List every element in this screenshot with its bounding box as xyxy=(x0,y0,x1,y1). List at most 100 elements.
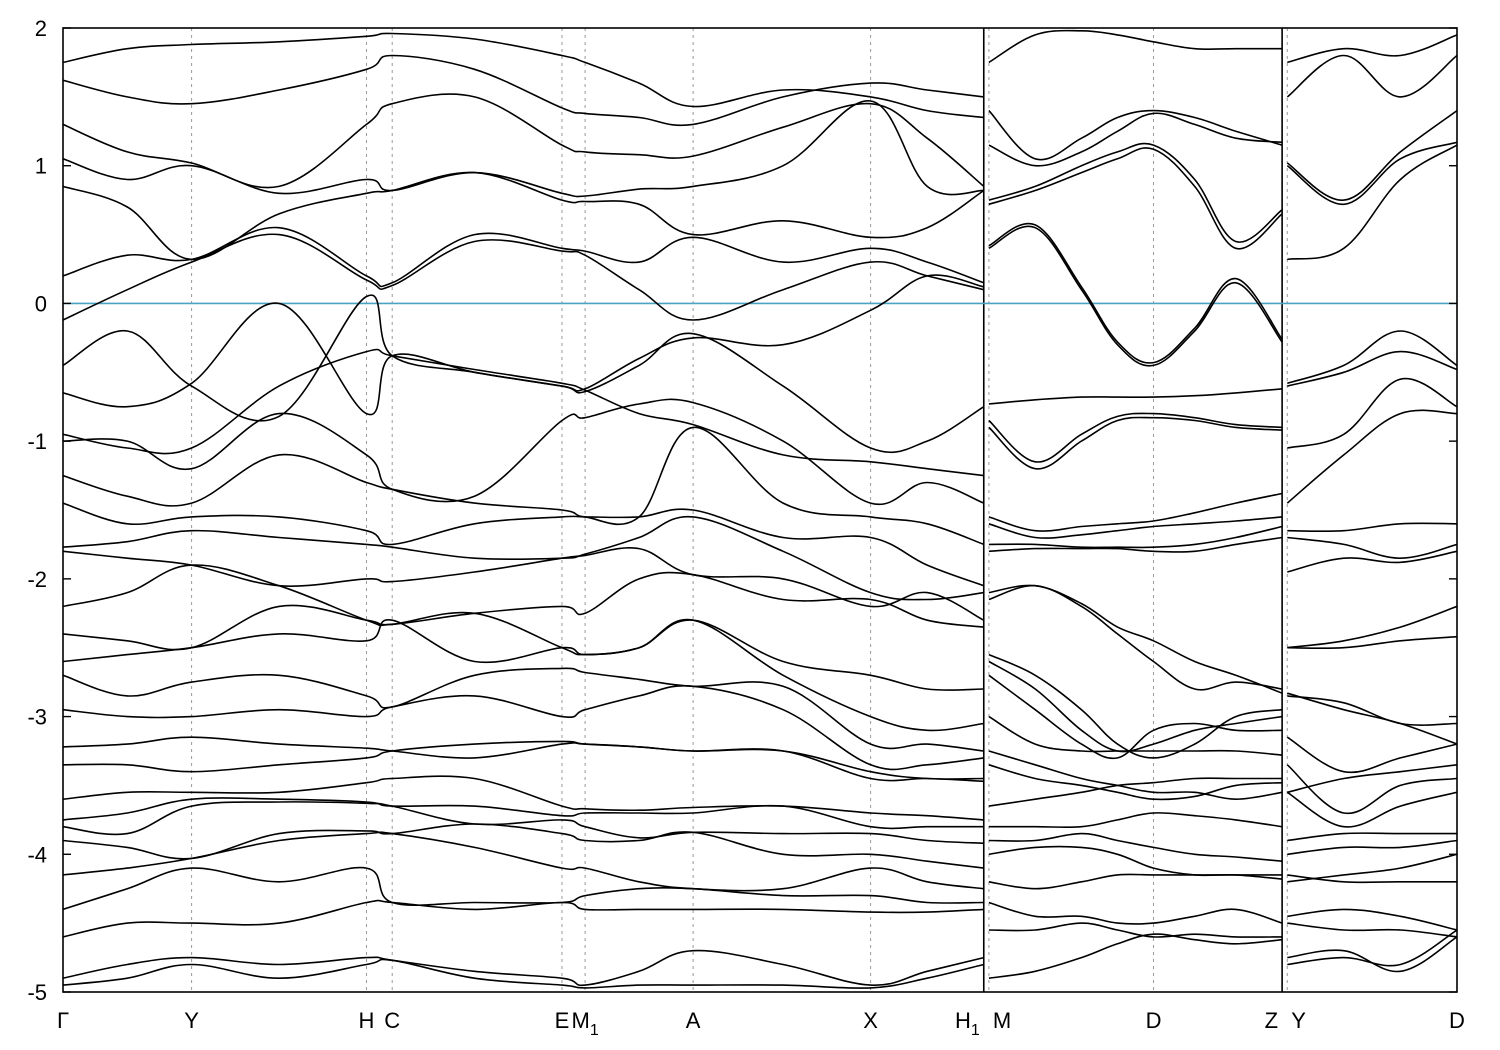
band-line-s1-b20 xyxy=(988,750,1283,801)
band-line-s2-b1 xyxy=(1286,54,1457,98)
x-tick-label: Z xyxy=(1265,1008,1278,1033)
band-line-s2-b11 xyxy=(1287,550,1457,573)
band-line-s0-b29 xyxy=(63,949,984,987)
band-line-s2-b21 xyxy=(1287,839,1457,856)
band-line-s0-b9 xyxy=(63,348,984,477)
y-tick-label: -1 xyxy=(27,429,47,454)
band-line-s1-b28 xyxy=(988,922,1283,938)
x-tick-label: D xyxy=(1449,1008,1465,1033)
band-line-s0-b5 xyxy=(63,226,985,288)
band-line-s1-b17 xyxy=(988,660,1283,753)
band-line-s0-b3 xyxy=(63,100,984,198)
band-line-s1-b12 xyxy=(988,525,1283,549)
band-line-s0-b0 xyxy=(63,32,984,119)
y-tick-label: -3 xyxy=(27,705,47,730)
y-tick-label: 2 xyxy=(35,16,47,41)
band-line-s1-b29 xyxy=(988,933,1283,979)
band-line-s1-b4 xyxy=(988,147,1283,250)
band-line-s0-b15 xyxy=(63,564,984,628)
band-line-s0-b24 xyxy=(63,801,984,845)
band-line-s2-b26 xyxy=(1287,936,1457,973)
x-tick-label: Y xyxy=(184,1008,199,1033)
band-line-s0-b12 xyxy=(63,502,985,587)
x-tick-label: X xyxy=(863,1008,878,1033)
band-line-s2-b17 xyxy=(1286,764,1457,815)
band-line-s0-b20 xyxy=(63,736,984,780)
band-line-s0-b2 xyxy=(63,93,985,189)
band-line-s2-b10 xyxy=(1287,536,1457,560)
y-tick-label: 0 xyxy=(35,291,47,316)
band-line-s1-b9 xyxy=(988,416,1283,470)
band-line-s1-b2 xyxy=(988,112,1283,167)
band-line-s0-b18 xyxy=(63,667,984,752)
x-tick-label: Y xyxy=(1291,1008,1306,1033)
band-line-s2-b7 xyxy=(1287,377,1457,449)
band-line-s0-b17 xyxy=(63,618,984,732)
band-line-s1-b6 xyxy=(988,222,1283,364)
band-line-s0-b13 xyxy=(63,515,984,601)
band-line-s2-b20 xyxy=(1287,832,1457,842)
band-line-s2-b4 xyxy=(1287,144,1457,261)
band-line-s0-b22 xyxy=(63,775,984,821)
band-line-s2-b27 xyxy=(1287,929,1457,967)
band-line-s1-b23 xyxy=(988,812,1283,829)
band-line-s0-b25 xyxy=(63,823,984,869)
band-line-s0-b19 xyxy=(63,685,984,771)
band-line-s1-b19 xyxy=(988,715,1283,756)
band-line-s0-b16 xyxy=(63,604,984,691)
band-line-s2-b15 xyxy=(1287,695,1457,726)
band-line-s2-b16 xyxy=(1286,736,1457,774)
y-tick-label: -5 xyxy=(27,980,47,1005)
y-tick-label: 1 xyxy=(35,154,47,179)
band-line-s1-b7 xyxy=(988,388,1283,405)
band-line-s1-b24 xyxy=(988,832,1283,862)
plot-frame xyxy=(62,27,1458,993)
band-line-s1-b8 xyxy=(988,412,1283,463)
y-tick-label: -2 xyxy=(27,567,47,592)
band-line-s2-b3 xyxy=(1286,141,1457,206)
band-line-s1-b21 xyxy=(988,764,1283,801)
band-line-s0-b4 xyxy=(63,171,985,261)
band-line-s2-b12 xyxy=(1287,605,1457,649)
band-line-s1-b11 xyxy=(988,516,1283,539)
band-line-s1-b10 xyxy=(988,492,1283,532)
band-line-s2-b23 xyxy=(1287,853,1457,883)
band-line-s2-b14 xyxy=(1287,692,1457,745)
band-line-s1-b3 xyxy=(988,142,1283,243)
band-line-s0-b30 xyxy=(63,958,984,989)
x-tick-label: C xyxy=(384,1008,400,1033)
band-line-s2-b24 xyxy=(1287,908,1457,931)
x-tick-label: M1 xyxy=(571,1008,598,1039)
band-line-s1-b26 xyxy=(988,873,1283,890)
band-line-s2-b25 xyxy=(1287,922,1457,938)
band-line-s0-b28 xyxy=(63,899,984,938)
x-tick-label: D xyxy=(1146,1008,1162,1033)
band-line-s2-b9 xyxy=(1287,522,1457,533)
band-line-s1-b27 xyxy=(988,901,1283,925)
band-line-s1-b15 xyxy=(988,584,1283,694)
band-line-s0-b27 xyxy=(63,866,984,911)
band-line-s1-b1 xyxy=(988,109,1283,161)
band-line-s0-b7 xyxy=(63,274,984,422)
band-line-s1-b5 xyxy=(988,225,1283,367)
band-line-s2-b5 xyxy=(1287,330,1457,385)
y-tick-label: -4 xyxy=(27,842,47,867)
x-tick-label: H1 xyxy=(955,1008,980,1039)
band-line-s1-b13 xyxy=(988,536,1283,553)
plot-area: 210-1-2-3-4-5Γ Y H C E M1 A X H1 M D Z Y D xyxy=(27,16,1465,1039)
band-line-s2-b8 xyxy=(1286,409,1457,504)
band-line-s1-b0 xyxy=(988,29,1283,64)
band-line-s0-b11 xyxy=(63,426,985,546)
band-line-s0-b23 xyxy=(63,797,984,830)
band-line-s2-b2 xyxy=(1286,109,1457,201)
band-line-s2-b6 xyxy=(1287,350,1457,387)
x-tick-label: H xyxy=(359,1008,375,1033)
band-line-s1-b18 xyxy=(988,674,1283,760)
band-line-s1-b22 xyxy=(988,777,1283,807)
band-line-s0-b6 xyxy=(63,233,984,321)
band-line-s0-b26 xyxy=(63,831,984,892)
band-line-s0-b14 xyxy=(63,547,985,621)
band-line-s0-b10 xyxy=(63,398,985,506)
band-line-s1-b16 xyxy=(988,653,1283,759)
